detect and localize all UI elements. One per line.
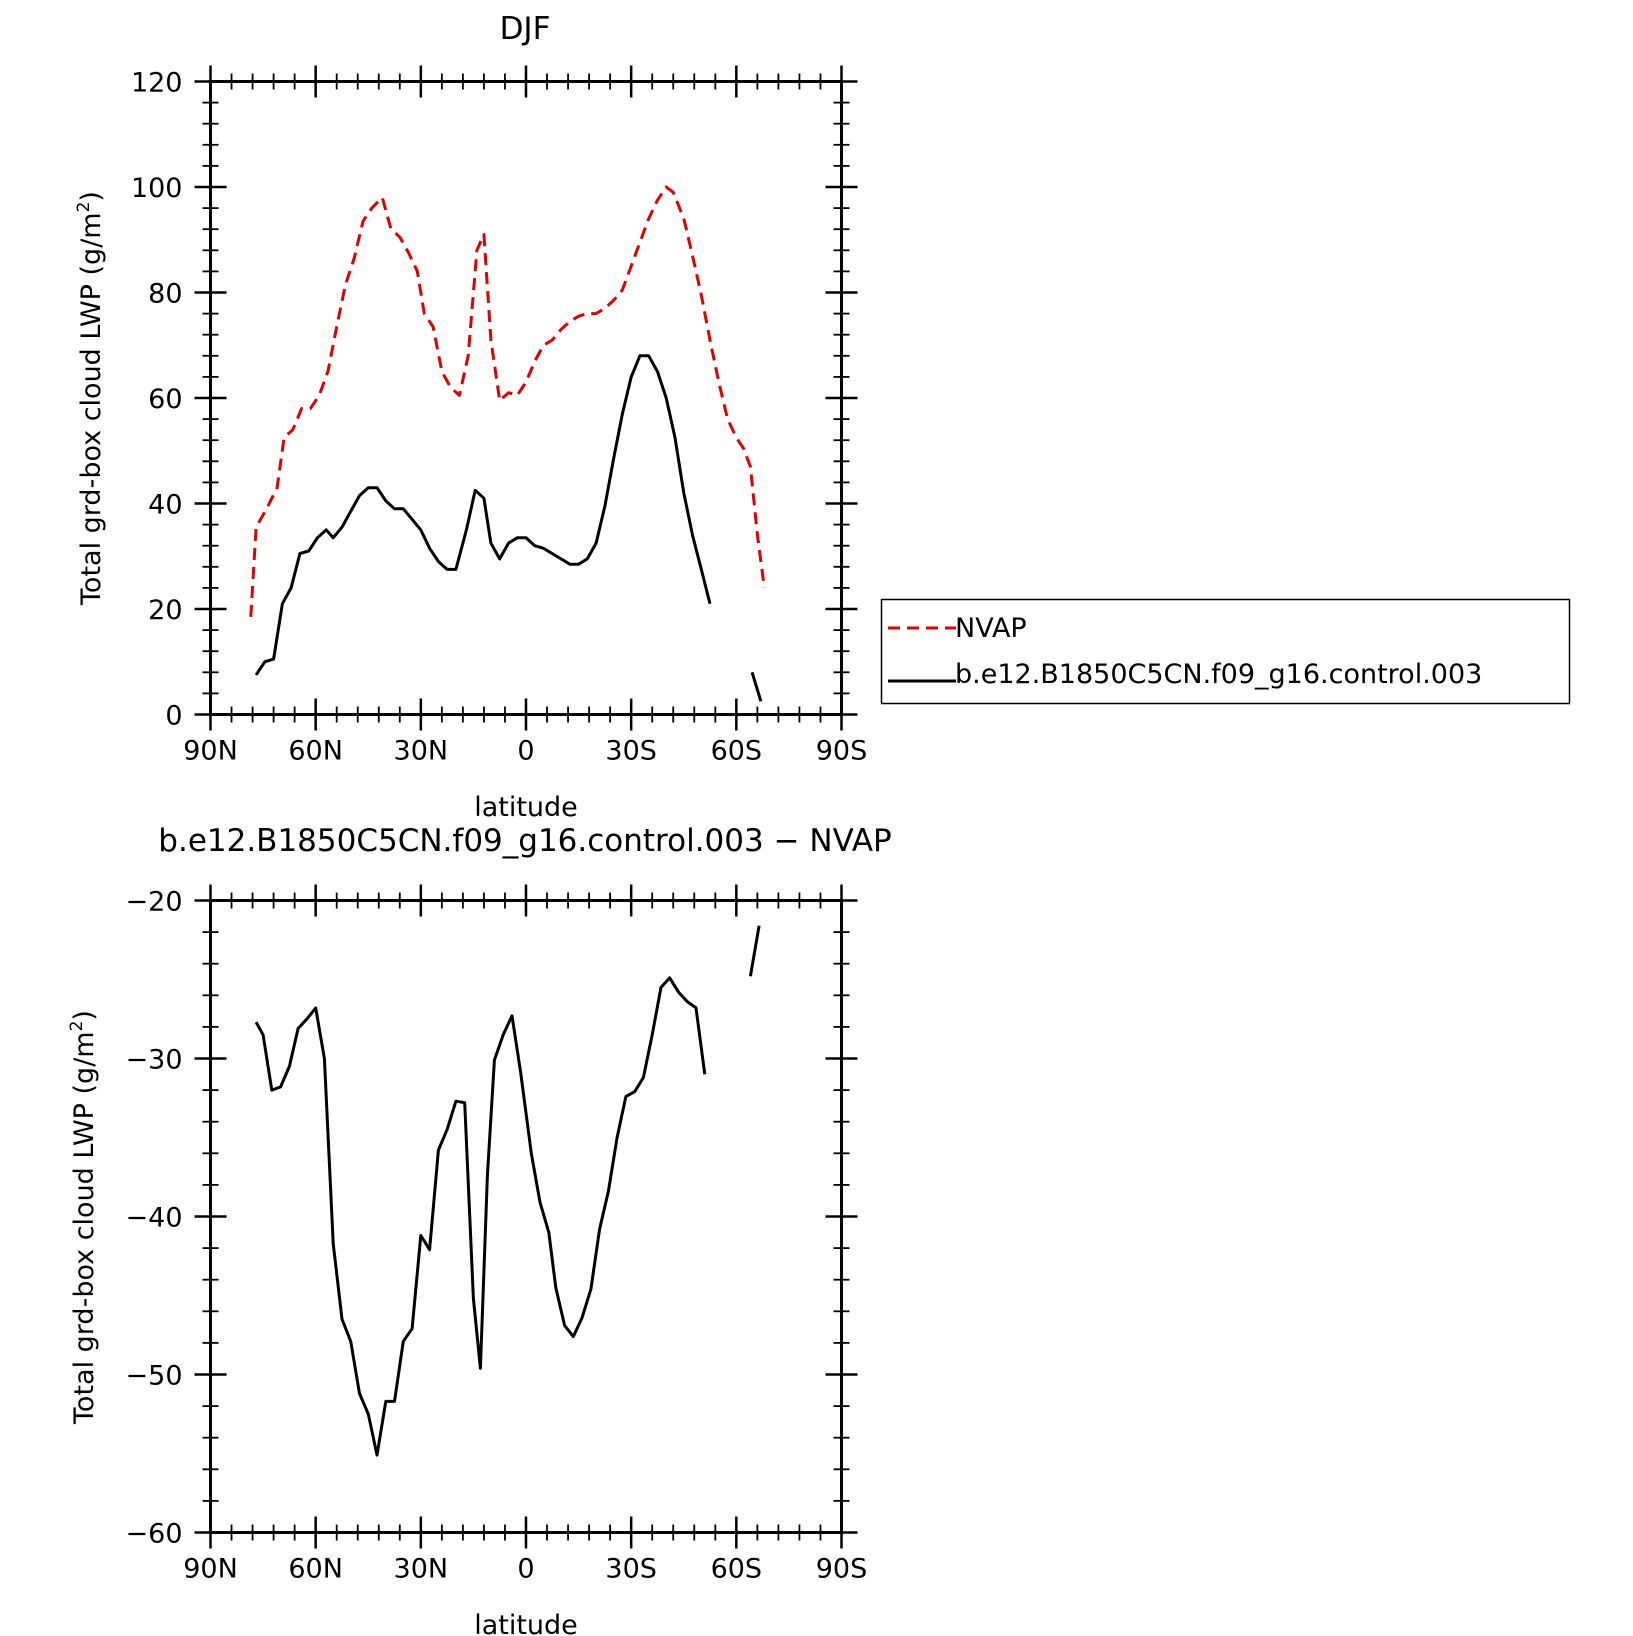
bottom-ytick-label: −60 <box>126 1519 183 1550</box>
top-xtick-label: 60S <box>711 736 763 767</box>
top-xtick-label: 90S <box>816 736 868 767</box>
bottom-xtick-label: 0 <box>517 1554 534 1585</box>
top-plot-frame <box>209 80 843 716</box>
bottom-y-axis-label: Total grd-box cloud LWP (g/m2) <box>67 1010 100 1425</box>
top-xtick-label: 30S <box>605 736 657 767</box>
bottom-series-lines <box>254 925 761 1457</box>
top-series-line-nvap <box>249 185 766 617</box>
top-y-axis-label: Total grd-box cloud LWP (g/m2) <box>74 191 107 606</box>
bottom-ytick-label: −40 <box>126 1203 183 1234</box>
top-y-axis-label-end: ) <box>76 191 107 202</box>
top-series-lines <box>249 185 766 702</box>
bottom-y-axis-label-main: Total grd-box cloud LWP (g/m <box>69 1031 100 1425</box>
top-ytick-label: 40 <box>148 490 182 521</box>
bottom-xtick-label: 90N <box>183 1554 238 1585</box>
legend-label-model: b.e12.B1850C5CN.f09_g16.control.003 <box>955 659 1482 690</box>
bottom-series-line-model <box>254 976 707 1457</box>
bottom-series-line-model <box>748 925 761 977</box>
top-xtick-label: 30N <box>394 736 449 767</box>
bottom-ytick-label: −50 <box>126 1361 183 1392</box>
top-xtick-label: 60N <box>288 736 343 767</box>
top-ytick-label: 0 <box>165 701 182 732</box>
bottom-xtick-label: 90S <box>816 1554 868 1585</box>
bottom-ytick-label: −20 <box>126 887 183 918</box>
top-x-axis-label: latitude <box>474 792 578 823</box>
top-ytick-label: 100 <box>131 173 183 204</box>
top-panel-title: DJF <box>500 11 551 47</box>
bottom-xtick-label: 60N <box>288 1554 343 1585</box>
bottom-ytick-label: −30 <box>126 1045 183 1076</box>
legend-box <box>880 598 1571 705</box>
legend-label-nvap: NVAP <box>955 613 1027 644</box>
bottom-ticks: −60 −50 −40 −30 −20 90N 60N 30N 0 30S 60S 90S <box>126 884 868 1585</box>
top-y-axis-label-main: Total grd-box cloud LWP (g/m <box>76 212 107 606</box>
top-xtick-label: 90N <box>183 736 238 767</box>
top-ytick-label: 60 <box>148 384 182 415</box>
bottom-xtick-label: 60S <box>711 1554 763 1585</box>
bottom-panel-title: b.e12.B1850C5CN.f09_g16.control.003 − NV… <box>158 823 891 859</box>
top-panel-djf: DJF 0 20 40 60 80 100 120 90N 60N 30N 0 30S 60S 90S l… <box>74 11 867 823</box>
bottom-plot-frame <box>209 899 843 1534</box>
top-ytick-label: 120 <box>131 68 183 99</box>
legend: NVAP b.e12.B1850C5CN.f09_g16.control.003 <box>880 598 1571 705</box>
bottom-panel-difference: b.e12.B1850C5CN.f09_g16.control.003 − NV… <box>67 823 892 1636</box>
bottom-y-axis-label-sup: 2 <box>67 1021 87 1032</box>
bottom-x-axis-label: latitude <box>474 1610 578 1636</box>
top-series-line-model <box>254 354 712 676</box>
top-ticks: 0 20 40 60 80 100 120 90N 60N 30N 0 30S 60S 90S <box>131 65 868 767</box>
bottom-xtick-label: 30N <box>394 1554 449 1585</box>
bottom-y-axis-label-end: ) <box>69 1010 100 1021</box>
top-ytick-label: 80 <box>148 279 182 310</box>
bottom-xtick-label: 30S <box>605 1554 657 1585</box>
top-series-line-model <box>750 671 763 702</box>
top-ytick-label: 20 <box>148 595 182 626</box>
top-xtick-label: 0 <box>517 736 534 767</box>
top-y-axis-label-sup: 2 <box>74 202 94 213</box>
